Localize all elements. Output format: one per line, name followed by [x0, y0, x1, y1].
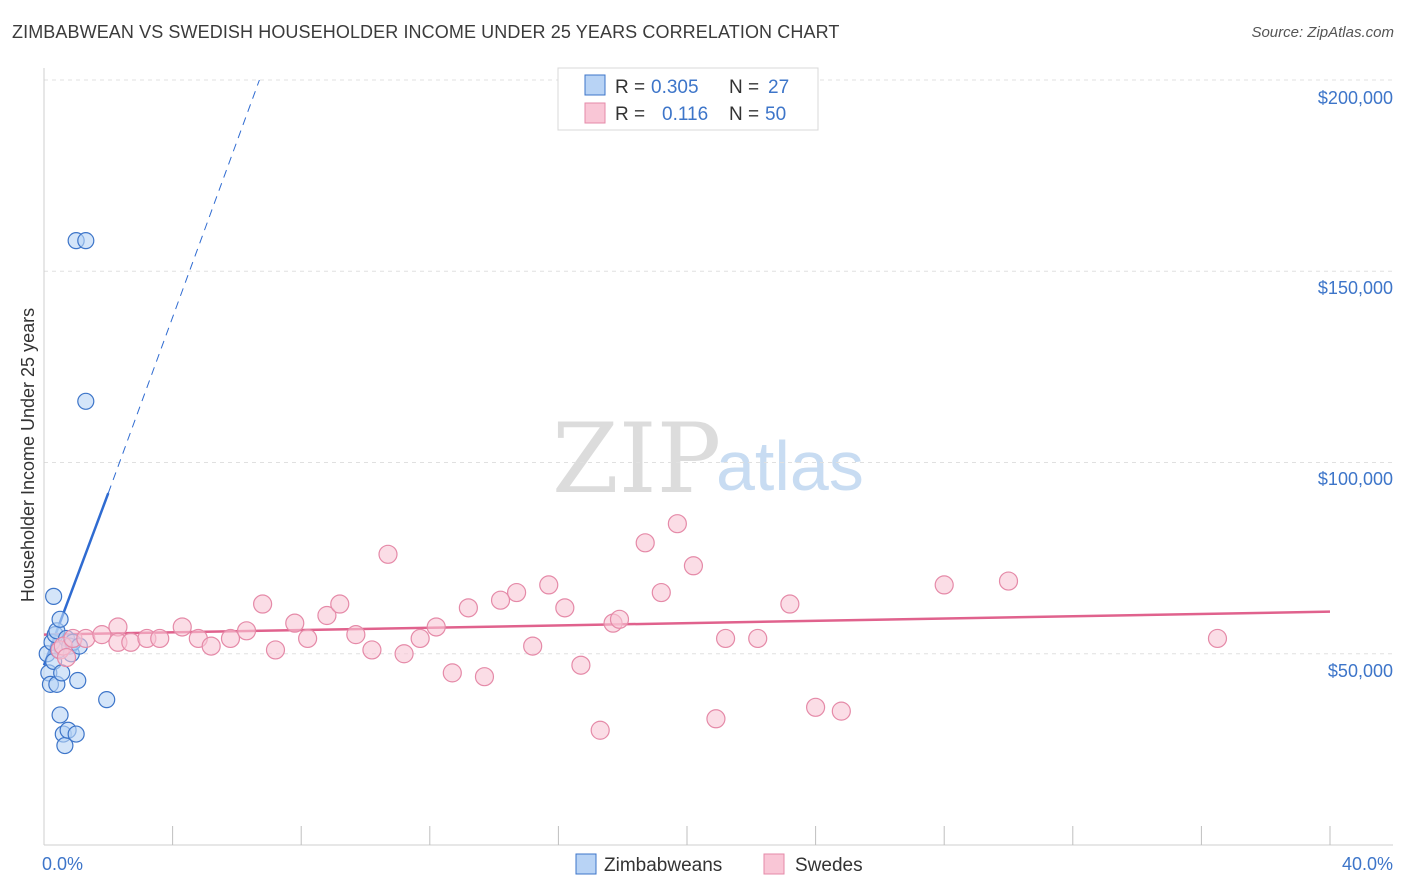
legend-swatch-zimbabweans [584, 74, 606, 96]
point-swedes-18 [285, 613, 305, 633]
legend-n-value-2: 50 [765, 104, 786, 125]
point-swedes-44 [715, 628, 736, 649]
bottom-legend-swatch-swedes [763, 853, 785, 875]
point-zimbabweans-23 [69, 671, 87, 690]
point-zimbabweans-11 [51, 610, 69, 628]
legend-r-value-1: 0.305 [651, 77, 699, 98]
point-swedes-10 [150, 628, 170, 649]
y-tick-label-100000: $100,000 [1318, 469, 1393, 489]
point-swedes-45 [748, 628, 768, 649]
y-axis-label: Householder Income Under 25 years [18, 308, 38, 602]
point-swedes-11 [172, 617, 192, 637]
point-zimbabweans-25 [77, 392, 95, 410]
y-tick-label-50000: $50,000 [1328, 661, 1393, 681]
point-swedes-47 [805, 697, 826, 717]
legend-n-value-1: 27 [768, 77, 789, 98]
point-swedes-35 [555, 598, 575, 618]
point-swedes-46 [780, 594, 800, 614]
point-swedes-38 [609, 609, 630, 629]
point-swedes-25 [394, 644, 414, 664]
point-swedes-31 [490, 590, 511, 610]
point-swedes-23 [362, 640, 382, 660]
point-swedes-41 [667, 514, 687, 534]
legend-n-label-1: N = [729, 77, 759, 98]
point-swedes-34 [539, 575, 559, 595]
point-swedes-2 [56, 647, 77, 668]
point-swedes-49 [998, 571, 1019, 591]
watermark-atlas: atlas [716, 427, 864, 505]
point-swedes-14 [220, 628, 241, 649]
point-swedes-16 [253, 594, 273, 614]
point-swedes-17 [265, 640, 286, 660]
point-swedes-5 [92, 625, 112, 645]
x-tick-label-max: 40.0% [1342, 854, 1393, 874]
watermark-zip: ZIP [552, 403, 721, 515]
point-swedes-30 [474, 667, 495, 687]
chart-title: ZIMBABWEAN VS SWEDISH HOUSEHOLDER INCOME… [12, 22, 840, 42]
point-swedes-28 [442, 663, 462, 683]
point-zimbabweans-10 [51, 706, 69, 724]
y-tick-label-200000: $200,000 [1318, 88, 1393, 108]
point-swedes-19 [298, 628, 318, 649]
legend-swatch-swedes [584, 102, 606, 124]
legend-r-value-2: 0.116 [662, 104, 708, 125]
y-tick-label-150000: $150,000 [1318, 278, 1393, 298]
series-legend: Zimbabweans Swedes [575, 853, 863, 876]
point-swedes-48 [934, 575, 954, 595]
point-swedes-40 [651, 582, 671, 603]
point-swedes-36 [571, 655, 591, 675]
point-swedes-8 [121, 632, 141, 652]
legend-n-label-2: N = [729, 104, 759, 125]
point-swedes-22 [346, 625, 366, 645]
point-swedes-50 [1207, 628, 1228, 649]
trend-lines [42, 79, 1331, 666]
bottom-legend-label-zimbabweans: Zimbabweans [604, 855, 722, 876]
point-swedes-27 [426, 617, 446, 637]
trend-line-swedes [43, 610, 1331, 636]
point-zimbabweans-4 [45, 587, 63, 605]
correlation-legend: R = 0.305 N = 27 R = 0.116 N = 50 [557, 67, 819, 131]
point-swedes-4 [76, 628, 96, 649]
legend-r-label-2: R = [615, 104, 645, 125]
point-swedes-42 [683, 556, 704, 576]
point-zimbabweans-26 [98, 691, 116, 709]
point-swedes-26 [410, 628, 430, 649]
point-swedes-33 [523, 636, 543, 656]
point-swedes-13 [201, 636, 221, 656]
point-swedes-15 [236, 621, 257, 641]
bottom-legend-label-swedes: Swedes [795, 855, 863, 876]
data-points [38, 232, 1228, 755]
point-swedes-43 [706, 709, 726, 729]
axes [43, 68, 1393, 846]
point-swedes-52 [831, 701, 851, 721]
point-zimbabweans-22 [67, 725, 85, 743]
point-zimbabweans-24 [77, 232, 95, 250]
point-swedes-39 [635, 533, 655, 553]
bottom-legend-swatch-zimbabweans [575, 853, 597, 875]
trend-line-extension-zimbabweans [107, 79, 260, 494]
point-swedes-21 [330, 594, 350, 614]
grid-lines [44, 79, 1393, 655]
chart-source: Source: ZipAtlas.com [1251, 24, 1394, 41]
point-swedes-51 [590, 720, 610, 740]
point-swedes-20 [317, 605, 337, 626]
point-swedes-29 [458, 598, 478, 618]
legend-r-label-1: R = [615, 77, 645, 98]
point-swedes-32 [507, 582, 527, 603]
point-swedes-24 [378, 544, 398, 564]
point-zimbabweans-12 [53, 664, 71, 682]
x-tick-label-min: 0.0% [42, 854, 83, 874]
